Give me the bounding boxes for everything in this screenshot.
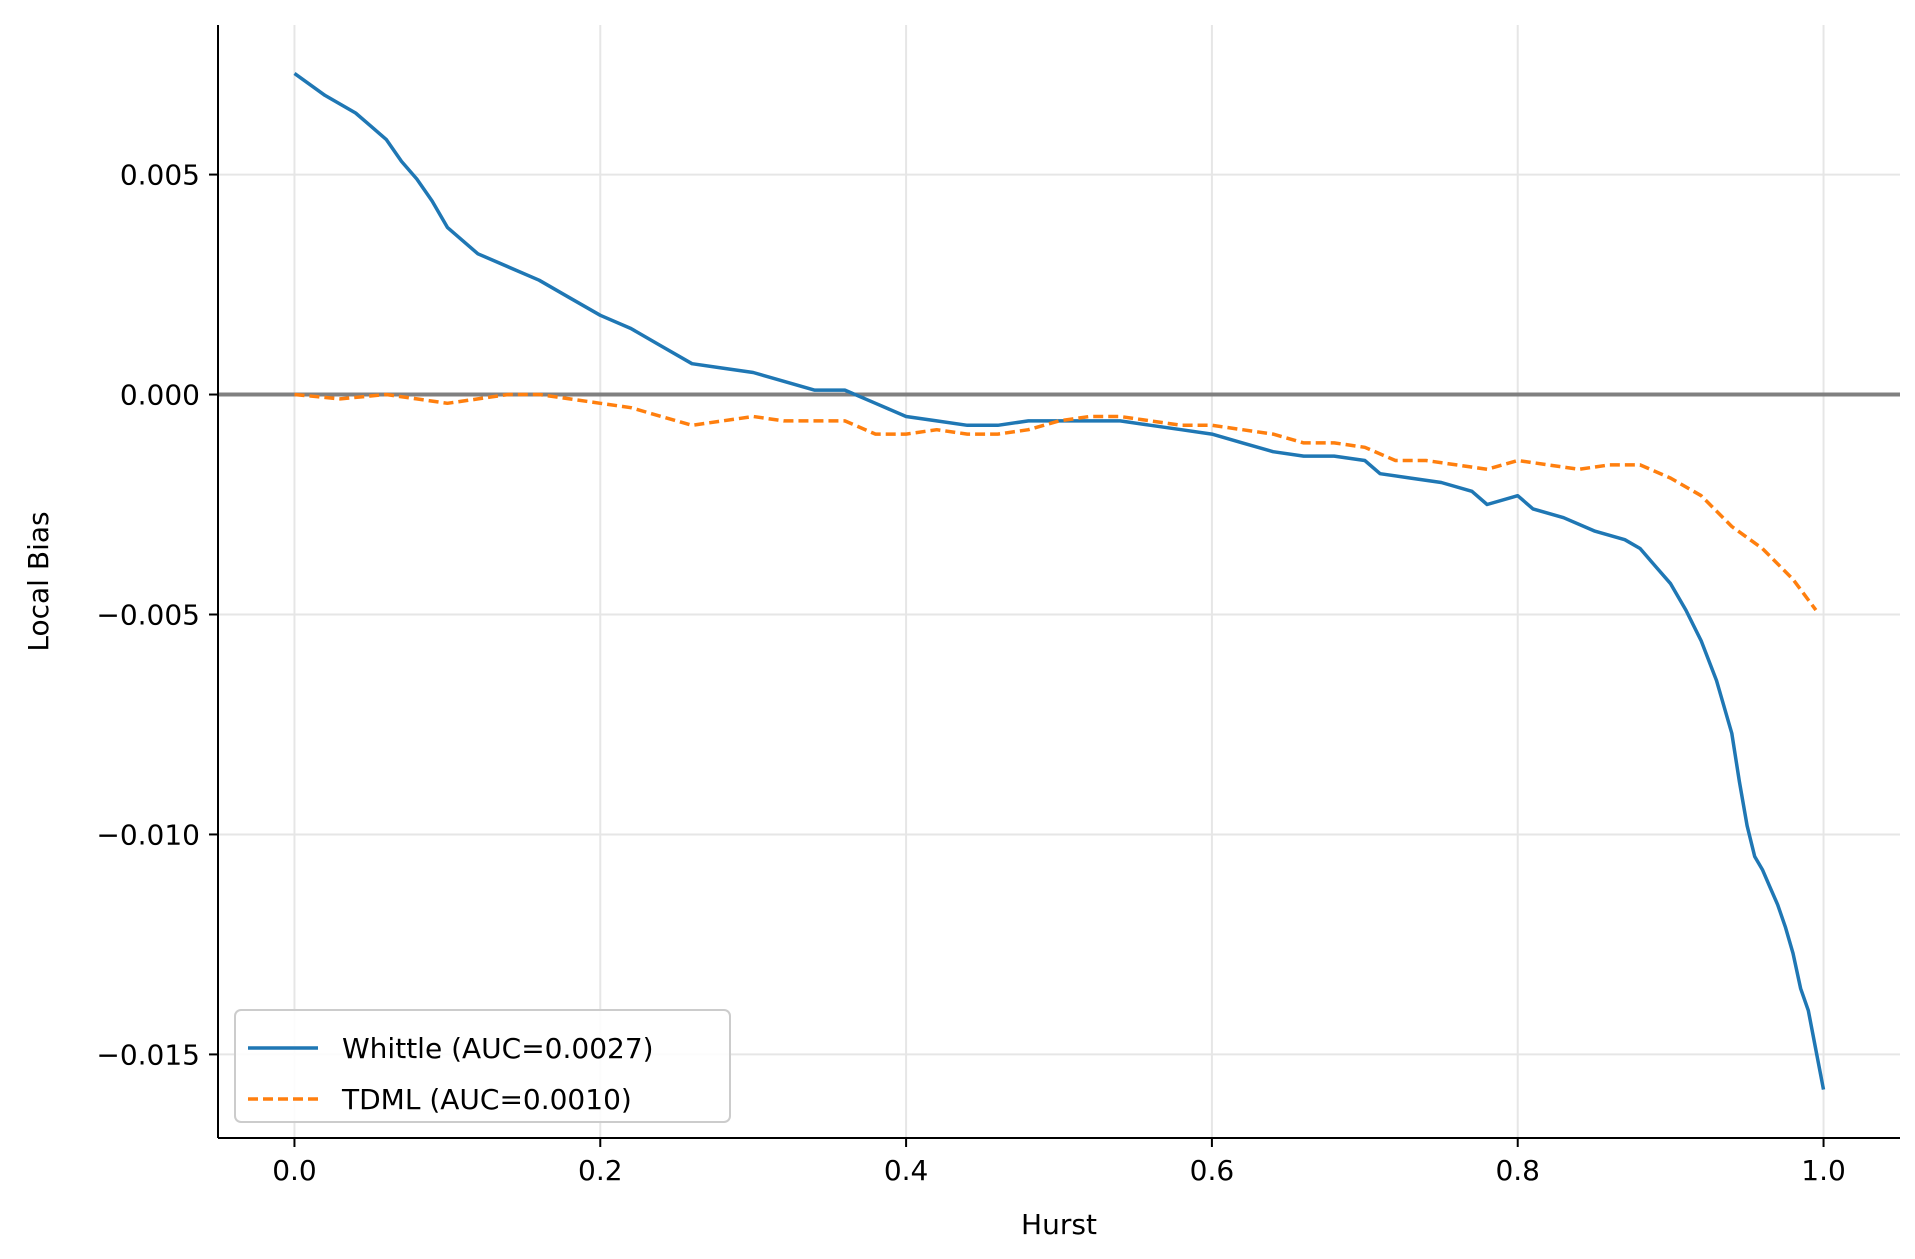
x-tick-label: 0.8: [1495, 1154, 1540, 1187]
series-line-2: [294, 392, 1818, 612]
x-axis-label: Hurst: [1021, 1208, 1097, 1241]
legend-label-1: Whittle (AUC=0.0027): [342, 1032, 654, 1065]
series-line-1: [293, 71, 1826, 1090]
y-tick-label: −0.005: [96, 598, 200, 631]
axes: [217, 25, 1900, 1139]
x-tick-label: 0.6: [1190, 1154, 1235, 1187]
y-tick-label: −0.010: [96, 818, 200, 851]
y-tick-label: −0.015: [96, 1038, 200, 1071]
y-axis-label: Local Bias: [22, 511, 55, 651]
series-layer: [293, 71, 1826, 1090]
x-axis-ticks: 0.0 0.2 0.4 0.6 0.8 1.0: [272, 1138, 1846, 1187]
x-tick-label: 0.4: [884, 1154, 929, 1187]
x-tick-label: 1.0: [1801, 1154, 1846, 1187]
x-tick-label: 0.0: [272, 1154, 317, 1187]
y-axis-ticks: 0.005 0.000 −0.005 −0.010 −0.015: [96, 159, 218, 1071]
legend: Whittle (AUC=0.0027) TDML (AUC=0.0010): [234, 1009, 731, 1123]
y-tick-label: 0.005: [120, 159, 200, 192]
x-tick-label: 0.2: [578, 1154, 623, 1187]
y-tick-label: 0.000: [120, 379, 200, 412]
legend-box: [234, 1009, 731, 1123]
legend-label-2: TDML (AUC=0.0010): [341, 1083, 632, 1116]
